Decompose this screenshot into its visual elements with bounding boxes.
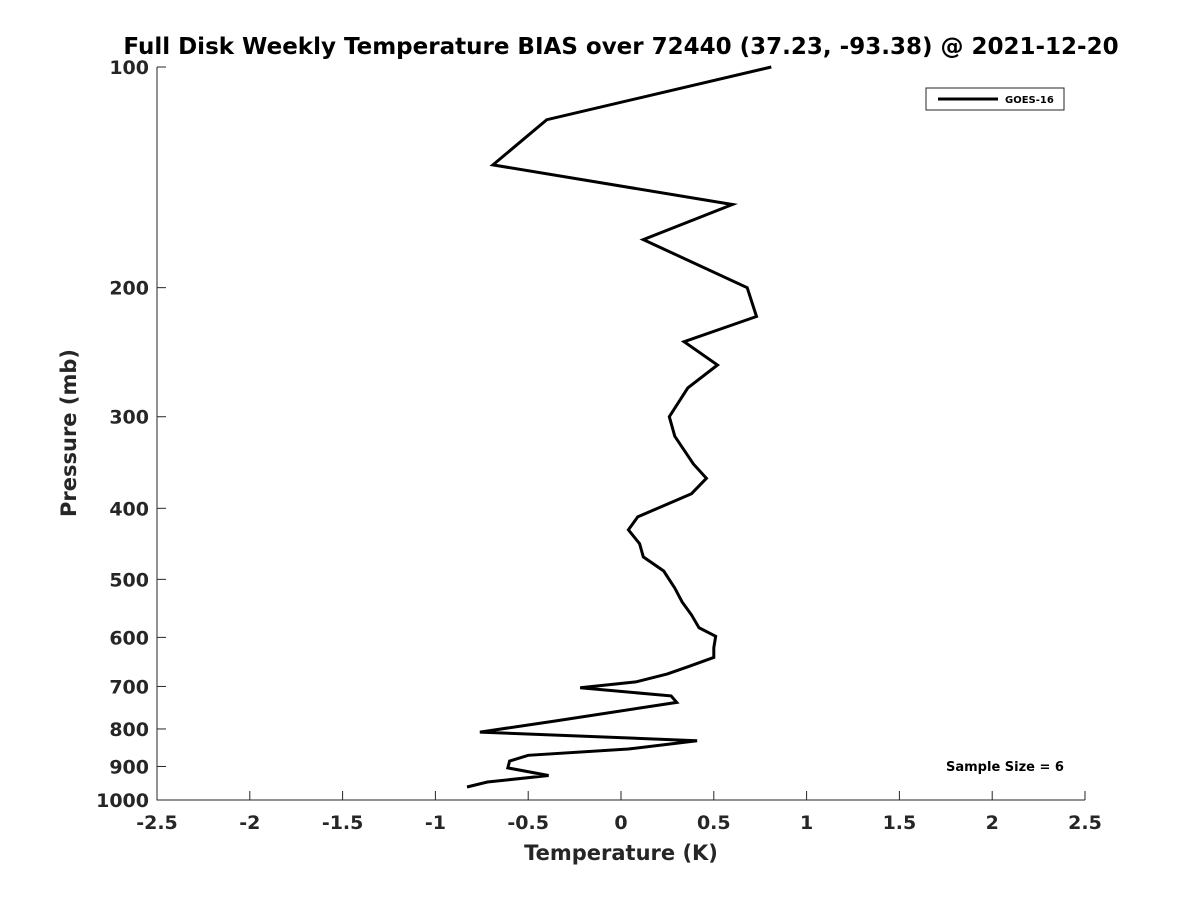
x-axis-ticks: -2.5 -2 -1.5 -1 -0.5 0 0.5 1 1.5 2 2.5 [136, 791, 1102, 834]
y-axis-ticks: 100 200 300 400 500 600 700 800 900 1000 [96, 57, 166, 812]
x-tick-label: 0 [614, 812, 627, 834]
y-tick-label: 400 [109, 498, 149, 520]
series-line-goes-16 [466, 65, 772, 789]
y-tick-label: 100 [109, 57, 149, 79]
x-tick-label: 2 [986, 812, 999, 834]
x-tick-label: 0.5 [697, 812, 731, 834]
x-tick-label: -1 [425, 812, 446, 834]
series-layer [466, 65, 772, 789]
y-tick-label: 900 [109, 756, 149, 778]
y-tick-label: 500 [109, 569, 149, 591]
x-tick-label: 1 [800, 812, 813, 834]
y-tick-label: 1000 [96, 790, 149, 812]
legend-label-goes-16: GOES-16 [1005, 95, 1054, 106]
chart-title: Full Disk Weekly Temperature BIAS over 7… [123, 34, 1118, 60]
y-axis-label: Pressure (mb) [57, 349, 81, 517]
x-tick-label: 2.5 [1068, 812, 1102, 834]
x-tick-label: -1.5 [322, 812, 364, 834]
y-tick-label: 200 [109, 278, 149, 300]
legend: GOES-16 [925, 87, 1065, 111]
y-tick-label: 800 [109, 719, 149, 741]
x-tick-label: -0.5 [507, 812, 549, 834]
y-tick-label: 300 [109, 407, 149, 429]
x-axis-label: Temperature (K) [524, 841, 718, 865]
x-tick-label: 1.5 [883, 812, 917, 834]
x-tick-label: -2.5 [136, 812, 178, 834]
plot-area: -2.5 -2 -1.5 -1 -0.5 0 0.5 1 1.5 2 2.5 100 200 300 40… [96, 57, 1102, 834]
y-tick-label: 700 [109, 676, 149, 698]
y-tick-label: 600 [109, 627, 149, 649]
x-tick-label: -2 [239, 812, 260, 834]
sample-size-annotation: Sample Size = 6 [946, 760, 1064, 775]
